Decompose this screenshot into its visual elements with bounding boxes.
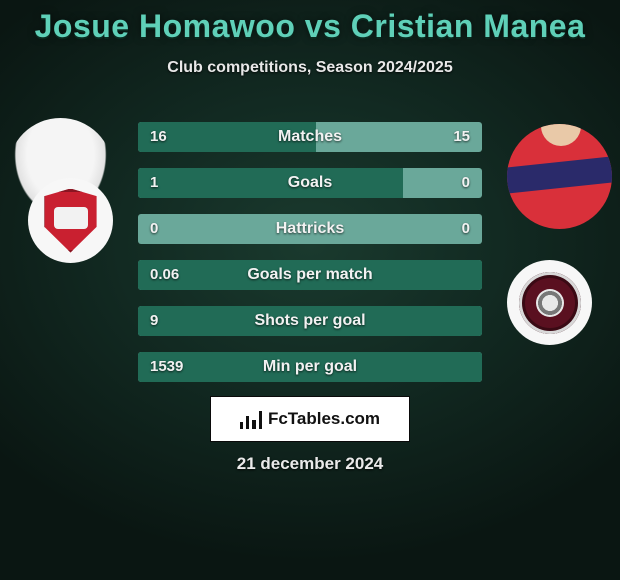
stat-row: 9Shots per goal xyxy=(138,306,482,336)
rapid-crest-icon xyxy=(519,272,581,334)
page-title: Josue Homawoo vs Cristian Manea xyxy=(0,0,620,45)
stat-row: 1539Min per goal xyxy=(138,352,482,382)
date-label: 21 december 2024 xyxy=(0,454,620,474)
stats-table: 16Matches151Goals00Hattricks00.06Goals p… xyxy=(138,122,482,398)
stat-row: 16Matches15 xyxy=(138,122,482,152)
stat-right-value: 0 xyxy=(462,168,470,198)
club-left-badge xyxy=(28,178,113,263)
club-right-badge xyxy=(507,260,592,345)
branding-badge: FcTables.com xyxy=(210,396,410,442)
stat-label: Min per goal xyxy=(138,352,482,382)
stat-row: 0Hattricks0 xyxy=(138,214,482,244)
player-right-avatar xyxy=(507,124,612,229)
bar-chart-icon xyxy=(240,409,262,429)
stat-label: Goals xyxy=(138,168,482,198)
stat-right-value: 15 xyxy=(453,122,470,152)
stat-label: Matches xyxy=(138,122,482,152)
comparison-card: Josue Homawoo vs Cristian Manea Club com… xyxy=(0,0,620,580)
dinamo-crest-icon xyxy=(42,189,100,253)
subtitle: Club competitions, Season 2024/2025 xyxy=(0,59,620,77)
stat-label: Shots per goal xyxy=(138,306,482,336)
stat-label: Hattricks xyxy=(138,214,482,244)
stat-row: 0.06Goals per match xyxy=(138,260,482,290)
branding-text: FcTables.com xyxy=(268,409,380,429)
stat-row: 1Goals0 xyxy=(138,168,482,198)
stat-right-value: 0 xyxy=(462,214,470,244)
stat-label: Goals per match xyxy=(138,260,482,290)
